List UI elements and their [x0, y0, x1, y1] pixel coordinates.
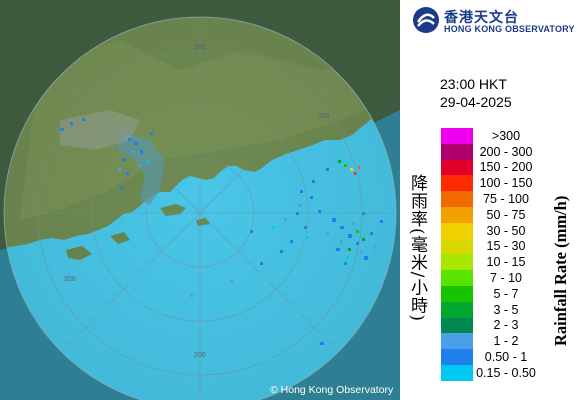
observation-time: 23:00 HKT [440, 76, 507, 92]
legend-row: 50 - 75 [441, 206, 573, 223]
legend-label: 7 - 10 [490, 271, 522, 286]
range-label-west: 200 [64, 276, 76, 283]
legend-label: 3 - 5 [493, 302, 519, 317]
legend-label: 150 - 200 [479, 160, 533, 175]
legend-label: 2 - 3 [493, 318, 519, 333]
observation-date: 29-04-2025 [440, 94, 512, 110]
org-name-cn: 香港天文台 [444, 10, 519, 26]
range-rings [4, 17, 396, 400]
legend-label: 0.50 - 1 [484, 350, 528, 365]
legend-swatch [441, 159, 473, 176]
legend-row: 3 - 5 [441, 301, 573, 318]
legend-swatch [441, 222, 473, 239]
legend-title-en: Rainfall Rate (mm/h) [551, 195, 570, 347]
legend-swatch [441, 349, 473, 365]
legend-row: 75 - 100 [441, 191, 573, 207]
org-name-en: HONG KONG OBSERVATORY [444, 24, 575, 34]
legend-row: 100 - 150 [441, 175, 573, 192]
legend-label: 0.15 - 0.50 [476, 365, 536, 380]
legend-row: 0.50 - 1 [441, 349, 573, 365]
legend-label: 5 - 7 [493, 286, 519, 301]
range-label-east: 200 [318, 113, 330, 120]
legend-swatch [441, 128, 473, 144]
legend-row: 2 - 3 [441, 317, 573, 334]
legend-row: 10 - 15 [441, 254, 573, 271]
legend-row: 1 - 2 [441, 333, 573, 350]
copyright-notice: © Hong Kong Observatory [270, 384, 394, 396]
rain-echoes [60, 118, 383, 345]
legend-row: 150 - 200 [441, 159, 573, 176]
legend-swatch [441, 191, 473, 207]
legend-swatch [441, 333, 473, 350]
hko-logo-icon [413, 7, 439, 33]
range-label-south: 200 [194, 352, 206, 359]
legend-swatch [441, 175, 473, 192]
info-panel: 香港天文台 HONG KONG OBSERVATORY 23:00 HKT 29… [400, 0, 577, 400]
legend-swatch [441, 143, 473, 160]
legend-row: 30 - 50 [441, 222, 573, 239]
legend-label: 1 - 2 [493, 334, 519, 349]
legend-swatch [441, 285, 473, 302]
legend-row: 0.15 - 0.50 [441, 364, 573, 381]
legend-label: >300 [491, 128, 521, 143]
legend-swatch [441, 364, 473, 381]
radar-map: 200 200 200 200 [0, 0, 400, 400]
legend-swatch [441, 206, 473, 223]
legend-row: 200 - 300 [441, 143, 573, 160]
legend-swatch [441, 238, 473, 255]
legend-title-cn: 降雨率(毫米/小時) [407, 174, 427, 322]
legend-label: 200 - 300 [479, 144, 533, 159]
legend-swatch [441, 301, 473, 318]
legend-label: 75 - 100 [483, 192, 529, 207]
legend-swatch [441, 317, 473, 334]
legend-row: 7 - 10 [441, 270, 573, 286]
legend-label: 100 - 150 [479, 176, 533, 191]
legend-label: 30 - 50 [486, 223, 526, 238]
legend-row: 15 - 30 [441, 238, 573, 255]
legend-swatch [441, 270, 473, 286]
radar-coverage-edge [3, 16, 397, 400]
range-label-north: 200 [194, 44, 206, 51]
rainfall-legend: >300 200 - 300 150 - 200 100 - 150 75 - 100 5… [441, 128, 573, 381]
legend-label: 50 - 75 [486, 207, 526, 222]
legend-label: 15 - 30 [486, 239, 526, 254]
legend-row: 5 - 7 [441, 285, 573, 302]
legend-swatch [441, 254, 473, 271]
legend-label: 10 - 15 [486, 255, 526, 270]
legend-row: >300 [441, 128, 573, 144]
